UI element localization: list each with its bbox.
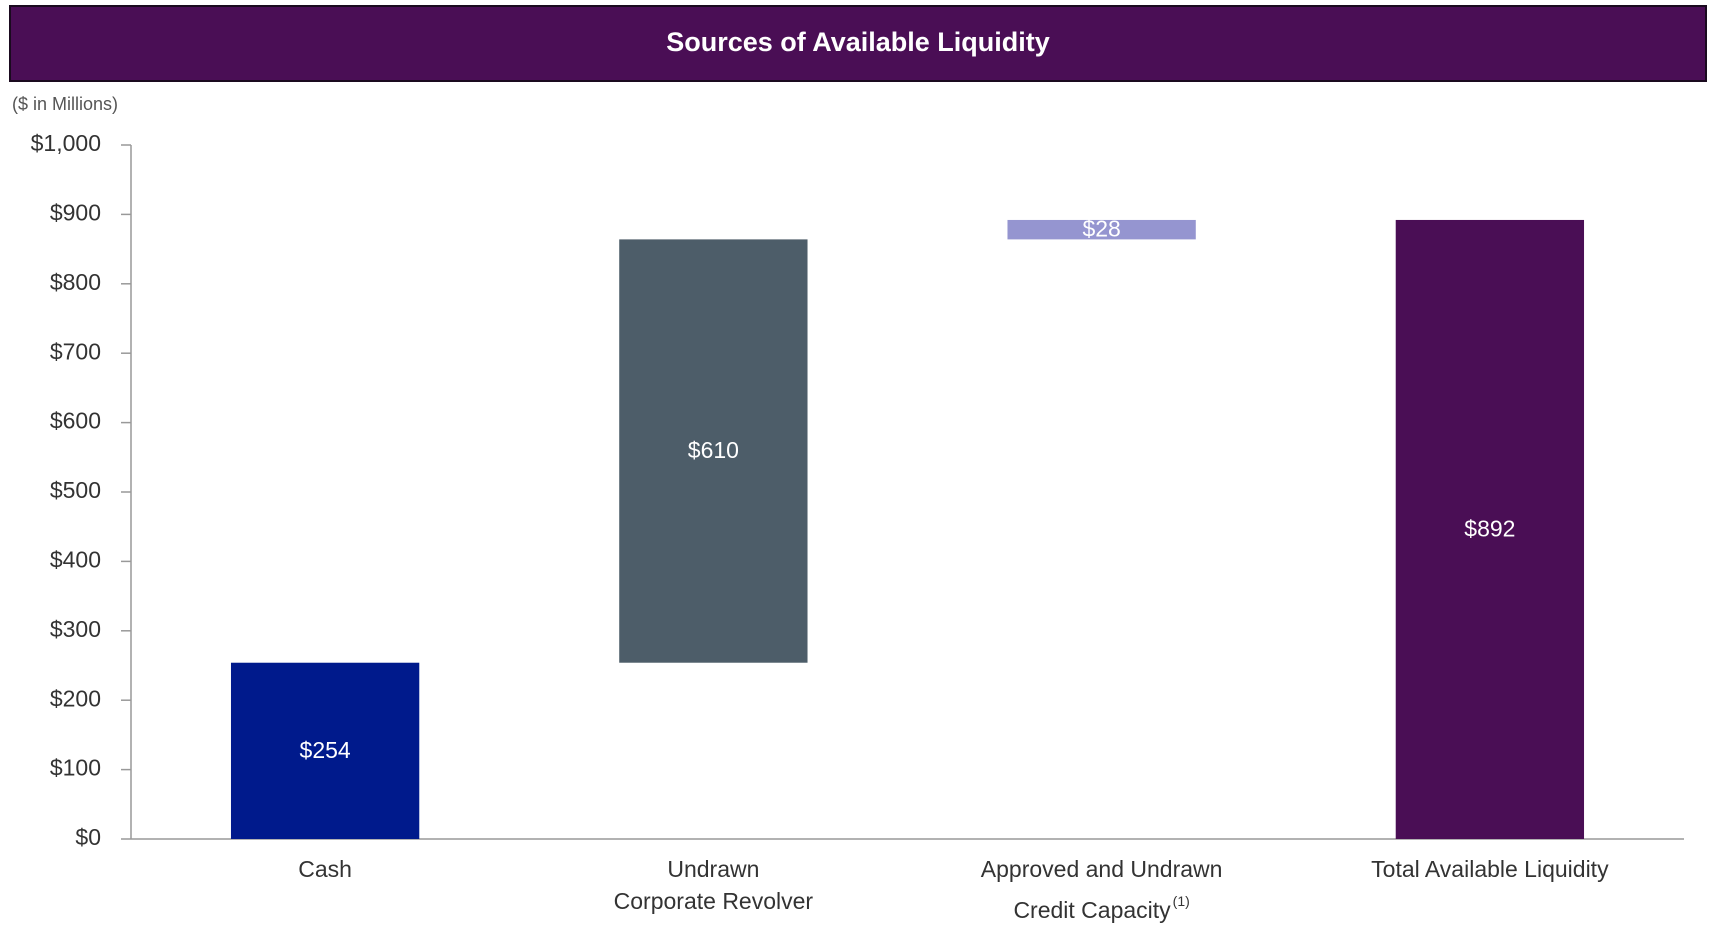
value-label: $28 [1082, 216, 1120, 242]
category-text: Undrawn Corporate Revolver [613, 856, 814, 914]
y-tick-label: $500 [50, 477, 101, 503]
value-label: $254 [300, 737, 351, 763]
category-text: Total Available Liquidity [1371, 856, 1609, 882]
y-tick-label: $300 [50, 616, 101, 642]
x-tick-label: Approved and Undrawn Credit Capacity (1) [912, 853, 1292, 926]
value-label: $892 [1464, 516, 1515, 542]
category-text: Cash [298, 856, 352, 882]
y-tick-label: $200 [50, 685, 101, 711]
y-tick-label: $0 [75, 824, 101, 850]
category-text: Approved and Undrawn Credit Capacity [980, 856, 1223, 923]
y-tick-label: $100 [50, 755, 101, 781]
y-tick-label: $400 [50, 546, 101, 572]
bar [230, 662, 420, 839]
chart-title: Sources of Available Liquidity [666, 27, 1050, 57]
y-tick-label: $1,000 [31, 130, 101, 156]
x-tick-label: Total Available Liquidity [1300, 853, 1680, 885]
bar [619, 239, 808, 663]
x-tick-label: Undrawn Corporate Revolver [523, 853, 903, 917]
bar [1395, 219, 1585, 839]
footnote-mark: (1) [1172, 893, 1190, 909]
y-tick-label: $600 [50, 408, 101, 434]
bar [1007, 219, 1196, 240]
y-tick-label: $900 [50, 199, 101, 225]
y-tick-label: $700 [50, 338, 101, 364]
x-tick-label: Cash [135, 853, 515, 885]
title-bar [9, 5, 1707, 82]
value-label: $610 [688, 437, 739, 463]
units-label: ($ in Millions) [12, 94, 118, 114]
y-tick-label: $800 [50, 269, 101, 295]
